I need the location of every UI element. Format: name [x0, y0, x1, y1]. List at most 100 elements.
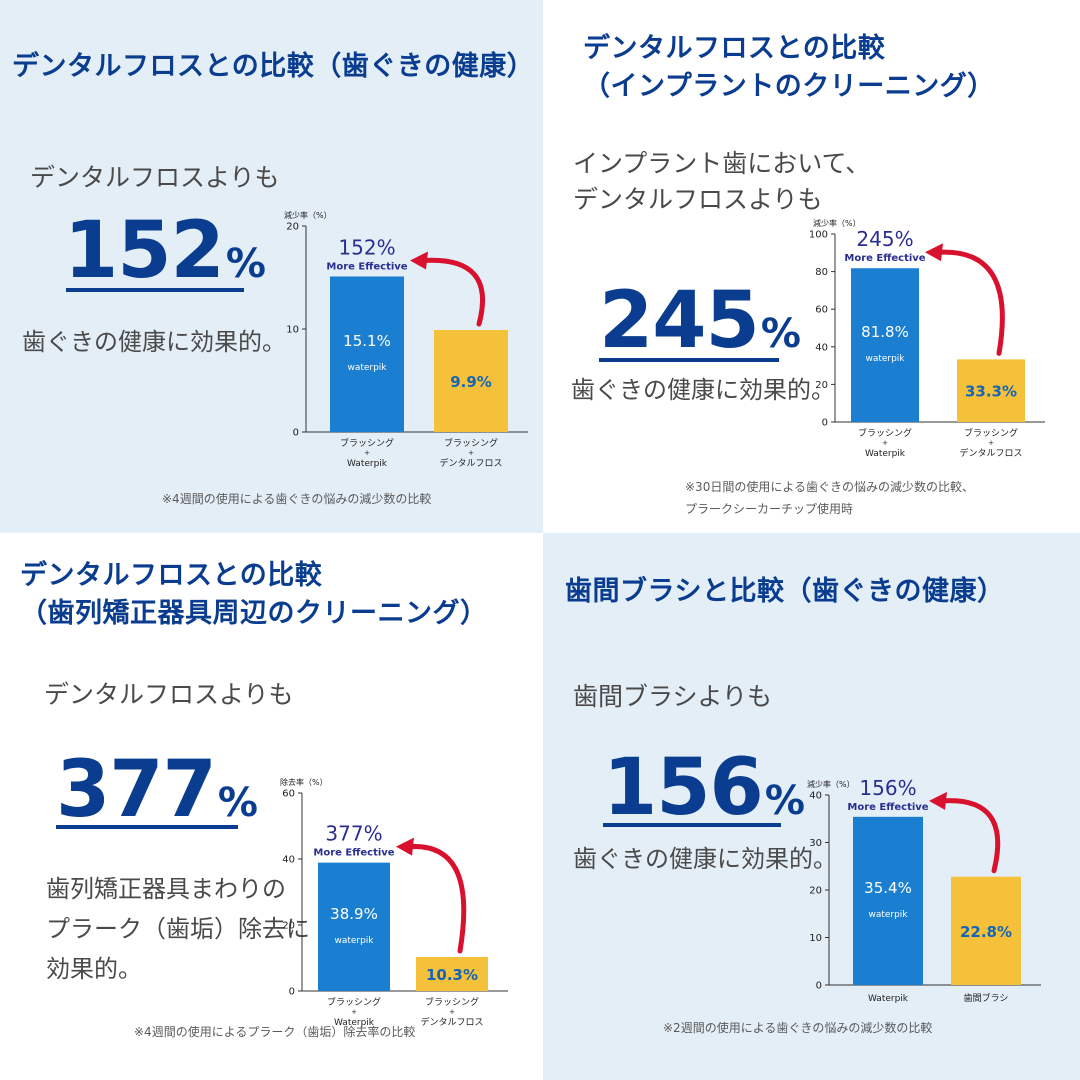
y-tick-label: 60 — [815, 305, 828, 316]
big-percentage: 245% — [599, 282, 801, 360]
y-tick-label: 20 — [809, 886, 822, 897]
footnote: ※2週間の使用による歯ぐきの悩みの減少数の比較 — [663, 1017, 932, 1039]
bar-chart: 除去率（%）020406038.9%waterpikブラッシング+Waterpi… — [280, 777, 508, 1028]
panel-subtitle-line: デンタルフロスよりも — [30, 163, 280, 192]
big-percentage-number: 245 — [599, 276, 760, 366]
more-effective-label: More Effective — [326, 261, 407, 272]
more-effective-percentage: 152% — [338, 235, 395, 259]
x-category-label: ブラッシング — [444, 437, 498, 449]
panel-subtitle: デンタルフロスよりも — [44, 677, 294, 713]
panel-title-line: 歯間ブラシと比較（歯ぐきの健康） — [565, 576, 1005, 607]
x-category-label: + — [468, 449, 474, 457]
y-axis-label: 減少率（%） — [284, 210, 332, 220]
panel-gum-health-vs-interdental-brush: 歯間ブラシと比較（歯ぐきの健康） 歯間ブラシよりも 156% 歯ぐきの健康に効果… — [543, 533, 1080, 1080]
bar-value-label: 38.9% — [330, 905, 378, 923]
x-category-label: Waterpik — [334, 1018, 375, 1028]
bar-waterpik — [318, 862, 390, 991]
panel-implant-cleaning-vs-floss: デンタルフロスとの比較 （インプラントのクリーニング） インプラント歯において、… — [543, 0, 1080, 533]
y-axis-label: 減少率（%） — [807, 779, 855, 789]
panel-title-line: デンタルフロスとの比較 — [20, 560, 323, 591]
red-arrowhead — [396, 837, 414, 856]
bar-value-label: 10.3% — [426, 966, 478, 984]
bar-comparison — [951, 876, 1021, 985]
panel-description-line: 歯ぐきの健康に効果的。 — [573, 845, 837, 873]
panel-description: 歯ぐきの健康に効果的。 — [22, 322, 286, 362]
y-tick-label: 0 — [822, 418, 828, 429]
panel-gum-health-vs-floss: デンタルフロスとの比較（歯ぐきの健康） デンタルフロスよりも 152% 歯ぐきの… — [0, 0, 543, 533]
panel-title: 歯間ブラシと比較（歯ぐきの健康） — [565, 573, 1004, 611]
panel-orthodontic-cleaning-vs-floss: デンタルフロスとの比較 （歯列矯正器具周辺のクリーニング） デンタルフロスよりも… — [0, 533, 543, 1080]
panel-subtitle-line: インプラント歯において、 — [573, 149, 871, 178]
x-category-label: + — [449, 1008, 455, 1016]
big-percentage: 156% — [603, 749, 805, 827]
bar-comparison — [957, 359, 1025, 422]
y-tick-label: 10 — [809, 933, 822, 944]
panel-description-line: 歯ぐきの健康に効果的。 — [22, 328, 286, 356]
panel-title: デンタルフロスとの比較（歯ぐきの健康） — [12, 48, 534, 86]
y-tick-label: 40 — [815, 342, 828, 353]
big-percentage-underline — [66, 288, 244, 292]
waterpik-logo-text: waterpik — [868, 910, 908, 920]
panel-description-line: プラーク（歯垢）除去に — [46, 915, 310, 943]
x-category-label: Waterpik — [347, 459, 388, 469]
bar-waterpik — [330, 276, 404, 432]
red-arrowhead — [929, 791, 947, 810]
bar-waterpik — [851, 268, 919, 422]
footnote-line: ※4週間の使用による歯ぐきの悩みの減少数の比較 — [162, 492, 432, 506]
big-percentage-number: 152 — [64, 206, 225, 296]
bar-value-label: 81.8% — [861, 323, 909, 341]
bar-value-label: 22.8% — [960, 923, 1012, 941]
red-curved-arrow — [421, 257, 485, 327]
big-percentage: 152% — [64, 212, 266, 290]
x-category-label: ブラッシング — [327, 996, 381, 1008]
panel-description-line: 歯ぐきの健康に効果的。 — [571, 376, 835, 404]
big-percentage-sign: % — [764, 778, 805, 824]
panel-description-line: 効果的。 — [46, 955, 142, 983]
more-effective-label: More Effective — [847, 802, 928, 813]
x-category-label: ブラッシング — [340, 437, 394, 449]
big-percentage-number: 156 — [603, 743, 764, 833]
bar-value-label: 33.3% — [965, 383, 1017, 401]
x-category-label: Waterpik — [865, 449, 906, 459]
red-curved-arrow — [936, 249, 1005, 356]
bar-chart: 減少率（%）02040608010081.8%waterpikブラッシング+Wa… — [809, 218, 1045, 459]
more-effective-label: More Effective — [313, 848, 394, 859]
x-category-label: + — [988, 439, 994, 447]
red-curved-arrow — [940, 798, 1001, 874]
panel-description: 歯ぐきの健康に効果的。 — [573, 839, 837, 879]
y-tick-label: 0 — [289, 987, 295, 998]
panel-description-line: 歯列矯正器具まわりの — [46, 875, 286, 903]
big-percentage-underline — [603, 823, 781, 827]
panel-title: デンタルフロスとの比較 （インプラントのクリーニング） — [583, 30, 995, 106]
x-category-label: Waterpik — [868, 994, 909, 1004]
panel-subtitle-line: 歯間ブラシよりも — [573, 682, 773, 711]
y-tick-label: 20 — [286, 222, 299, 233]
y-axis-label: 除去率（%） — [280, 777, 328, 787]
footnote-line: ※2週間の使用による歯ぐきの悩みの減少数の比較 — [663, 1021, 933, 1035]
more-effective-percentage: 156% — [859, 776, 916, 800]
footnote: ※30日間の使用による歯ぐきの悩みの減少数の比較、 プラークシーカーチップ使用時 — [685, 476, 974, 520]
footnote-line: ※4週間の使用によるプラーク（歯垢）除去率の比較 — [134, 1025, 416, 1039]
panel-title-line: デンタルフロスとの比較（歯ぐきの健康） — [12, 51, 535, 82]
y-tick-label: 60 — [282, 789, 295, 800]
panel-subtitle: インプラント歯において、 デンタルフロスよりも — [573, 146, 870, 218]
big-percentage-sign: % — [225, 241, 266, 287]
panel-description: 歯列矯正器具まわりの プラーク（歯垢）除去に 効果的。 — [46, 869, 310, 989]
footnote: ※4週間の使用による歯ぐきの悩みの減少数の比較 — [162, 488, 431, 510]
waterpik-logo-text: waterpik — [334, 936, 374, 946]
waterpik-logo-text: waterpik — [865, 354, 905, 364]
y-tick-label: 20 — [815, 380, 828, 391]
big-percentage-underline — [56, 825, 238, 829]
red-arrowhead — [410, 251, 428, 270]
x-category-label: + — [351, 1008, 357, 1016]
red-arrowhead — [925, 243, 943, 262]
x-category-label: + — [882, 439, 888, 447]
footnote-line: プラークシーカーチップ使用時 — [685, 502, 854, 516]
bar-value-label: 9.9% — [450, 373, 492, 391]
x-category-label: + — [364, 449, 370, 457]
x-category-label: ブラッシング — [425, 996, 479, 1008]
panel-subtitle: 歯間ブラシよりも — [573, 679, 772, 715]
panel-description: 歯ぐきの健康に効果的。 — [571, 370, 835, 410]
x-category-label: ブラッシング — [858, 427, 912, 439]
y-tick-label: 0 — [293, 428, 299, 439]
